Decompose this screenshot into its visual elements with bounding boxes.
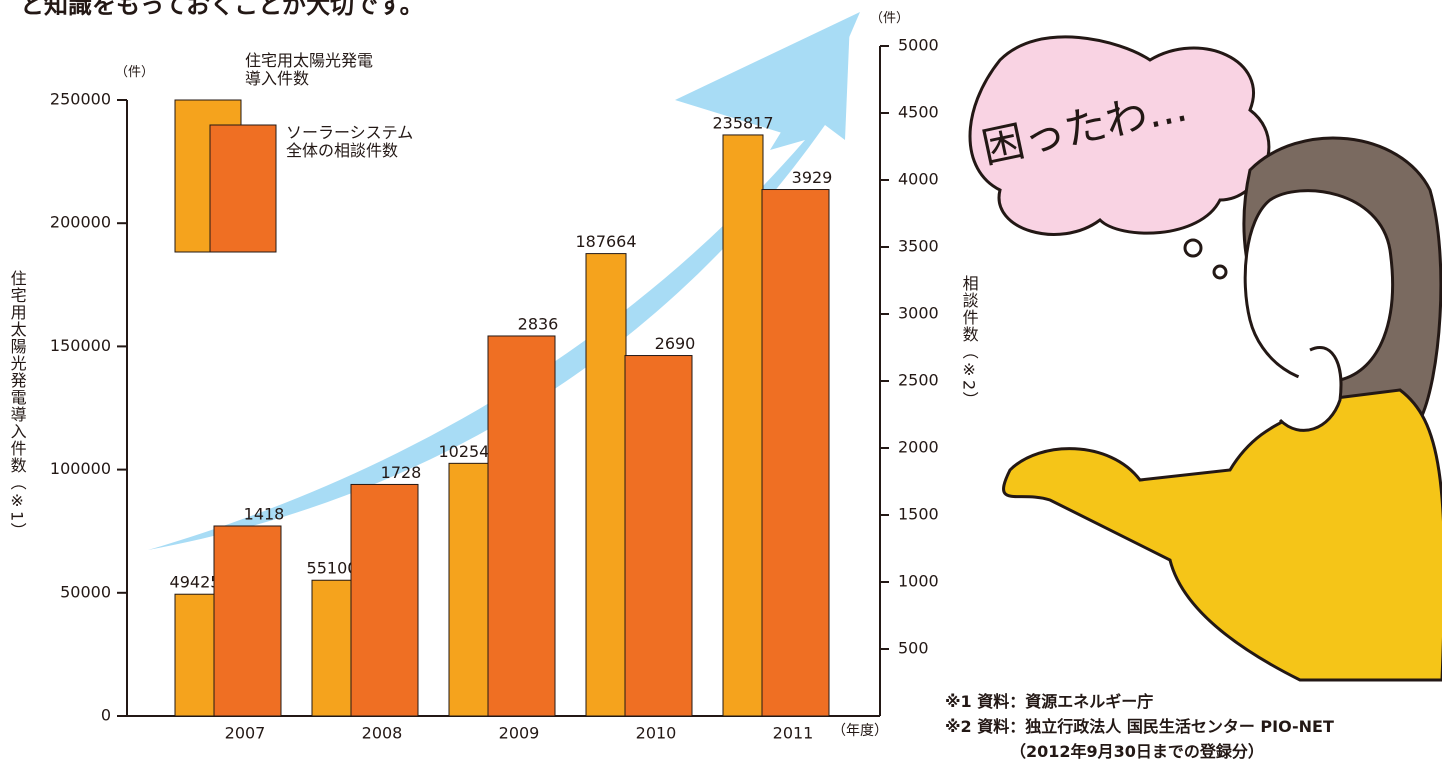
data-label: 2836 [518,314,559,333]
bar [213,525,282,717]
y2-unit: （件） [870,11,910,26]
bar [722,134,764,717]
y-axis-title: 住宅用太陽光発電導入件数（※1） [7,270,27,540]
y2-tick-label: 500 [898,639,929,658]
trend-arrow-head [675,12,860,140]
y-tick-label: 50000 [60,582,111,601]
y2-tick-label: 3500 [898,237,939,256]
data-label: 1728 [381,463,422,482]
data-label: 2690 [655,334,696,353]
x-tick-label: 2007 [225,724,266,743]
data-label: 235817 [712,113,773,132]
legend-swatch [209,124,277,253]
bar [487,335,556,717]
y2-tick-label: 1000 [898,572,939,591]
y2-tick-label: 4000 [898,170,939,189]
y2-tick-label: 5000 [898,36,939,55]
data-label: 49425 [170,573,221,592]
bar [350,483,419,717]
x-unit: （年度） [832,723,888,739]
bar [311,579,353,717]
x-tick-label: 2011 [773,724,814,743]
caption: と知識をもっておくことが大切です。 [20,0,424,19]
note: ※2 資料：独立行政法人 国民生活センター PIO-NET [945,717,1334,736]
data-label: 55100 [307,559,358,578]
y2-tick-label: 2000 [898,438,939,457]
legend-label: 住宅用太陽光発電導入件数 [245,51,374,88]
y2-axis-title: 相談件数（※2） [959,275,979,409]
plot: 0 50000 100000 150000 200000 250000 500 1000 150… [50,36,939,743]
bar [174,593,216,717]
data-label: 1418 [244,504,285,523]
y-tick-label: 100000 [50,459,111,478]
data-label: 102544 [438,442,499,461]
y-tick-label: 0 [101,706,111,725]
y2-tick-label: 3000 [898,304,939,323]
x-tick-label: 2009 [499,724,540,743]
y2-tick-label: 2500 [898,371,939,390]
note: ※1 資料：資源エネルギー庁 [945,692,1154,711]
y-tick-label: 200000 [50,213,111,232]
bar [585,253,627,717]
x-tick-label: 2010 [636,724,677,743]
data-label: 3929 [792,168,833,187]
illustration [968,35,1442,682]
bar [624,355,693,717]
x-tick-label: 2008 [362,724,403,743]
y2-tick-label: 1500 [898,505,939,524]
note: （2012年9月30日までの登録分） [1010,742,1264,761]
bar [761,189,830,717]
y-unit: （件） [115,65,155,80]
data-label: 187664 [575,232,636,251]
y2-tick-label: 4500 [898,103,939,122]
legend-label: ソーラーシステム全体の相談件数 [286,123,414,160]
bar [448,462,490,717]
y-tick-label: 250000 [50,90,111,109]
y-tick-label: 150000 [50,336,111,355]
